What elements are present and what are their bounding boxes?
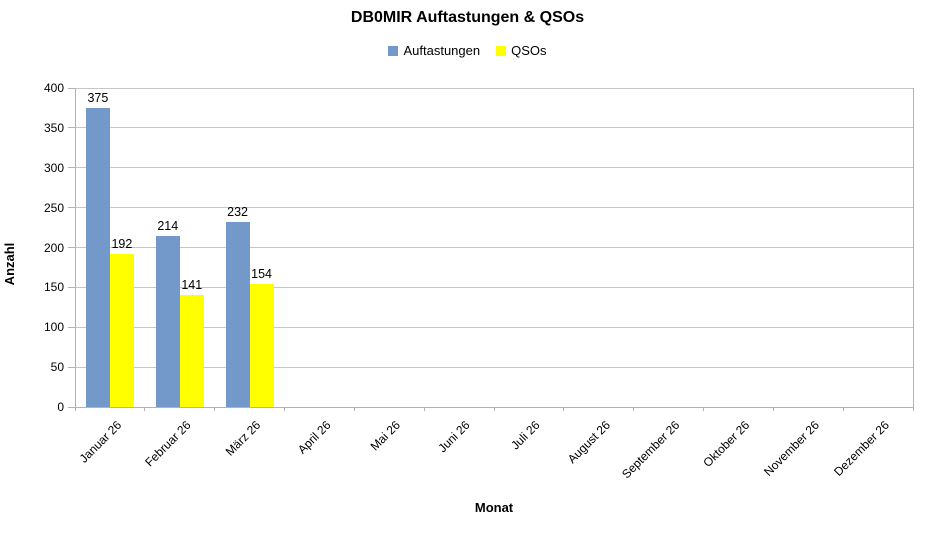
plot-right-border [913, 88, 914, 407]
x-tick [144, 407, 146, 411]
x-tick [703, 407, 704, 411]
y-tick [68, 87, 75, 89]
bar-qsos [179, 295, 204, 407]
bar-auftastungen [225, 222, 250, 407]
y-axis-title: Anzahl [2, 242, 17, 286]
x-tick [563, 407, 565, 411]
x-category-label: Juli 26 [508, 418, 543, 453]
bar-qsos [249, 284, 274, 407]
y-tick-label: 100 [43, 320, 64, 335]
x-category-label: Februar 26 [142, 418, 194, 470]
x-tick [842, 407, 844, 411]
gridline [75, 87, 913, 89]
bar-value-label: 375 [87, 91, 109, 105]
x-axis-line [75, 406, 914, 408]
y-axis-line [75, 88, 76, 407]
x-tick [423, 407, 425, 411]
x-tick [74, 407, 76, 411]
legend-item-qsos: QSOs [496, 43, 547, 58]
x-tick [284, 407, 285, 411]
x-category-label: Mai 26 [367, 418, 404, 454]
legend-item-auftastungen: Auftastungen [388, 43, 480, 58]
y-tick [68, 247, 75, 248]
legend-swatch-qsos [496, 45, 507, 56]
x-category-label: September 26 [619, 418, 683, 482]
gridline [75, 127, 913, 129]
x-tick [772, 407, 774, 411]
bar-value-label: 192 [111, 237, 133, 251]
x-axis-title: Monat [474, 500, 514, 515]
legend-label-qsos: QSOs [511, 43, 547, 58]
gridline [75, 247, 913, 248]
y-tick [68, 366, 75, 368]
x-category-label: Dezember 26 [831, 418, 892, 479]
bar-value-label: 154 [251, 267, 272, 281]
bar-value-label: 232 [227, 205, 248, 219]
gridline [75, 167, 913, 169]
y-tick-label: 200 [43, 240, 64, 255]
y-tick-label: 350 [43, 120, 64, 135]
bar-qsos [109, 254, 134, 407]
y-tick-label: 400 [43, 81, 64, 95]
y-tick [68, 326, 75, 328]
gridline [75, 207, 913, 209]
y-tick-label: 50 [50, 360, 64, 375]
gridline [75, 286, 913, 288]
x-category-label: Oktober 26 [700, 418, 753, 470]
legend: Auftastungen QSOs [0, 43, 935, 58]
y-tick-label: 300 [43, 160, 64, 175]
y-tick-label: 250 [43, 200, 64, 215]
bar-value-label: 141 [181, 278, 203, 292]
y-tick [68, 127, 75, 129]
x-category-label: April 26 [294, 418, 334, 457]
x-category-label: November 26 [761, 418, 823, 479]
y-tick [68, 207, 75, 209]
y-tick-label: 0 [57, 400, 64, 414]
y-tick [68, 406, 75, 408]
gridline [75, 366, 913, 368]
x-category-label: Juni 26 [435, 418, 473, 456]
legend-label-auftastungen: Auftastungen [403, 43, 481, 58]
bar-auftastungen [155, 236, 180, 407]
x-tick [912, 407, 914, 411]
bar-value-label: 214 [157, 219, 179, 233]
x-tick [633, 407, 635, 411]
y-tick [68, 167, 75, 169]
y-tick [68, 286, 75, 288]
bar-auftastungen [85, 108, 110, 407]
x-tick [214, 407, 216, 411]
chart-title: DB0MIR Auftastungen & QSOs [350, 9, 585, 26]
x-category-label: Januar 26 [76, 418, 124, 466]
y-tick-label: 150 [43, 280, 64, 295]
x-category-label: März 26 [222, 418, 264, 459]
gridline [75, 326, 913, 328]
legend-swatch-auftastungen [388, 45, 399, 56]
x-category-label: August 26 [564, 418, 613, 467]
x-tick [493, 407, 495, 411]
x-tick [353, 407, 355, 411]
